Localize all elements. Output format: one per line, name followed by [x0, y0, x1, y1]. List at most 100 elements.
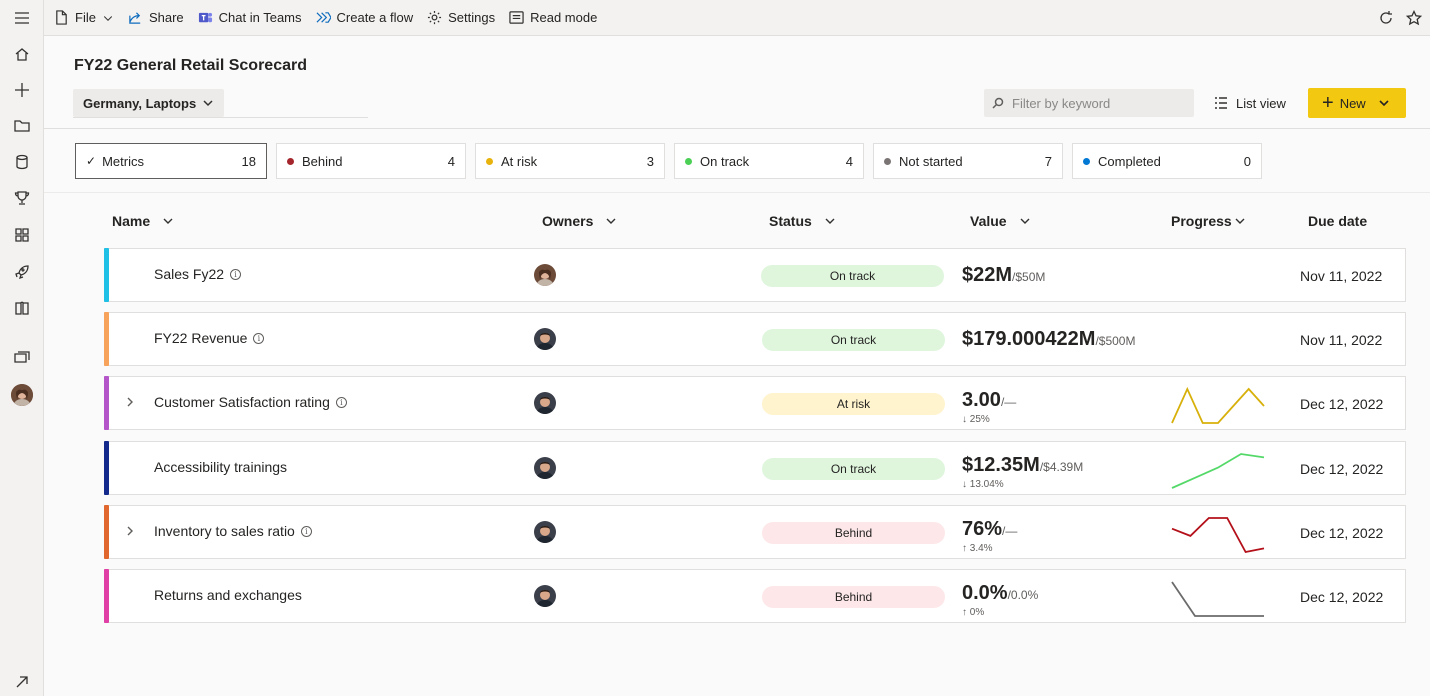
rocket-icon[interactable] — [12, 262, 32, 282]
database-icon[interactable] — [12, 152, 32, 172]
chat-in-teams-button[interactable]: Chat in Teams — [198, 10, 302, 25]
status-dot-icon — [1083, 157, 1090, 165]
value-change: ↓ 25% — [962, 414, 990, 425]
target-value: /$500M — [1095, 334, 1136, 348]
status-card-on-track[interactable]: On track 4 — [674, 143, 864, 179]
refresh-icon[interactable] — [1378, 10, 1394, 26]
file-menu[interactable]: File — [54, 10, 114, 25]
metric-row[interactable]: FY22 Revenue i On track $179.000422M/$500M N… — [104, 312, 1406, 366]
metric-row[interactable]: Sales Fy22 i On track $22M/$50M Nov 11, 2022 — [104, 248, 1406, 302]
column-header-owners[interactable]: Owners — [542, 213, 617, 229]
metric-name[interactable]: Returns and exchanges — [154, 587, 302, 603]
info-icon[interactable]: i — [230, 268, 242, 280]
metric-row[interactable]: Customer Satisfaction rating i At risk 3.00… — [104, 376, 1406, 430]
status-badge[interactable]: Behind — [762, 522, 945, 544]
metric-value[interactable]: $22M/$50M — [962, 264, 1045, 287]
share-button[interactable]: Share — [128, 10, 184, 25]
chevron-right-icon[interactable] — [124, 524, 136, 536]
current-value: $12.35M — [962, 454, 1040, 476]
page-title: FY22 General Retail Scorecard — [74, 57, 307, 74]
status-badge[interactable]: On track — [762, 329, 945, 351]
user-avatar[interactable] — [11, 384, 33, 406]
chevron-right-icon[interactable] — [124, 395, 136, 407]
owner-avatar[interactable] — [534, 585, 556, 607]
status-dot-icon — [685, 157, 692, 165]
status-card-not-started[interactable]: Not started 7 — [873, 143, 1063, 179]
column-header-name[interactable]: Name — [112, 213, 174, 229]
metric-name[interactable]: FY22 Revenue i — [154, 330, 265, 346]
status-badge[interactable]: Behind — [762, 586, 945, 608]
share-label: Share — [148, 10, 184, 25]
new-button[interactable]: + New — [1308, 88, 1406, 118]
expand-icon[interactable] — [12, 672, 32, 692]
owner-avatar[interactable] — [534, 392, 556, 414]
apps-icon[interactable] — [12, 225, 32, 245]
chevron-down-icon — [1379, 100, 1389, 107]
metric-name[interactable]: Inventory to sales ratio i — [154, 523, 312, 539]
sparkline-path — [1171, 386, 1265, 424]
metric-color-bar — [104, 376, 109, 430]
progress-sparkline — [1171, 581, 1264, 617]
value-change: ↑ 0% — [962, 607, 985, 618]
column-header-status[interactable]: Status — [769, 213, 836, 229]
metric-value[interactable]: 0.0%/0.0% — [962, 582, 1038, 605]
metric-value[interactable]: $12.35M/$4.39M — [962, 454, 1083, 477]
metric-name[interactable]: Sales Fy22 i — [154, 266, 242, 282]
list-view-button[interactable]: List view — [1214, 89, 1286, 117]
info-icon[interactable]: i — [253, 332, 265, 344]
status-card-count: 0 — [1243, 153, 1251, 169]
create-flow-button[interactable]: Create a flow — [316, 10, 414, 25]
search-placeholder: Filter by keyword — [1012, 95, 1111, 111]
column-header-value[interactable]: Value — [970, 213, 1031, 229]
owner-avatar[interactable] — [534, 521, 556, 543]
metric-row[interactable]: Inventory to sales ratio i Behind 76%/— ↑ 3.… — [104, 505, 1406, 559]
metric-row[interactable]: Accessibility trainings On track $12.35M/$… — [104, 441, 1406, 495]
home-icon[interactable] — [12, 44, 32, 64]
menu-icon[interactable] — [12, 8, 32, 28]
settings-label: Settings — [448, 10, 496, 25]
metric-value[interactable]: $179.000422M/$500M — [962, 328, 1135, 351]
flow-label: Create a flow — [336, 10, 414, 25]
status-card-behind[interactable]: Behind 4 — [276, 143, 466, 179]
value-change: ↓ 13.04% — [962, 479, 1004, 490]
book-icon[interactable] — [12, 298, 32, 318]
workspaces-icon[interactable] — [12, 348, 32, 368]
info-icon[interactable]: i — [335, 396, 347, 408]
info-icon[interactable]: i — [300, 525, 312, 537]
sparkline-path — [1171, 517, 1265, 554]
status-badge[interactable]: On track — [761, 265, 944, 287]
star-icon[interactable] — [1406, 10, 1422, 26]
status-card-at-risk[interactable]: At risk 3 — [475, 143, 665, 179]
status-badge[interactable]: On track — [762, 458, 945, 480]
metric-value[interactable]: 76%/— — [962, 518, 1017, 541]
column-header-progress[interactable]: Progress — [1171, 213, 1246, 229]
sparkline-path — [1171, 453, 1265, 489]
read-mode-button[interactable]: Read mode — [509, 10, 597, 25]
due-date: Dec 12, 2022 — [1300, 525, 1384, 541]
owner-avatar[interactable] — [534, 457, 556, 479]
trophy-icon[interactable] — [12, 188, 32, 208]
settings-button[interactable]: Settings — [427, 10, 495, 25]
column-due-label: Due date — [1308, 213, 1368, 229]
metric-name[interactable]: Customer Satisfaction rating i — [154, 394, 347, 410]
current-value: $22M — [962, 264, 1013, 286]
folder-icon[interactable] — [12, 116, 32, 136]
status-card-metrics[interactable]: ✓ Metrics 18 — [75, 143, 267, 179]
search-icon — [992, 97, 1004, 109]
search-input[interactable]: Filter by keyword — [984, 89, 1194, 117]
due-date: Dec 12, 2022 — [1300, 396, 1384, 412]
owner-avatar[interactable] — [534, 328, 556, 350]
column-header-due-date[interactable]: Due date — [1308, 213, 1367, 229]
status-badge[interactable]: At risk — [762, 393, 945, 415]
status-card-completed[interactable]: Completed 0 — [1072, 143, 1262, 179]
metric-value[interactable]: 3.00/— — [962, 389, 1016, 412]
plus-icon[interactable] — [12, 80, 32, 100]
divider — [44, 128, 1430, 129]
owner-avatar[interactable] — [534, 264, 556, 286]
metric-row[interactable]: Returns and exchanges Behind 0.0%/0.0% ↑ 0%… — [104, 569, 1406, 623]
filter-dropdown[interactable]: Germany, Laptops — [73, 89, 225, 117]
filter-underline — [73, 117, 368, 118]
metric-name[interactable]: Accessibility trainings — [154, 459, 287, 475]
target-value: /$50M — [1012, 270, 1046, 284]
filter-label: Germany, Laptops — [83, 95, 197, 111]
